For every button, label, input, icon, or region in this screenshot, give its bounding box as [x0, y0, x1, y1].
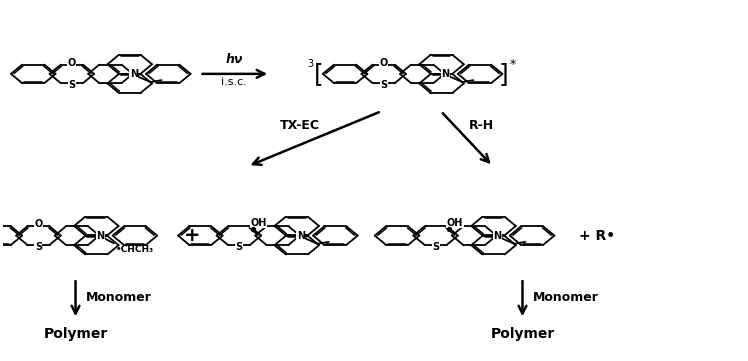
Text: hν: hν — [226, 53, 243, 66]
Text: 3: 3 — [307, 59, 313, 69]
Text: *: * — [509, 58, 515, 71]
Text: N: N — [494, 231, 502, 240]
Text: S: S — [68, 80, 76, 90]
Text: N: N — [297, 231, 305, 240]
Text: OH: OH — [447, 218, 463, 228]
Text: Polymer: Polymer — [43, 327, 108, 341]
Text: [: [ — [313, 62, 323, 86]
Text: N: N — [96, 231, 105, 240]
Text: OH: OH — [250, 218, 266, 228]
Text: O: O — [68, 58, 76, 68]
Text: S: S — [236, 242, 242, 252]
Text: Polymer: Polymer — [491, 327, 554, 341]
Text: O: O — [34, 219, 43, 229]
Text: •CHCH₃: •CHCH₃ — [115, 244, 153, 253]
Text: Monomer: Monomer — [86, 291, 152, 304]
Text: S: S — [380, 80, 387, 90]
Text: R-H: R-H — [469, 119, 494, 132]
Text: N: N — [129, 69, 138, 79]
Text: + R•: + R• — [579, 229, 615, 243]
Text: i.s.c.: i.s.c. — [221, 77, 248, 87]
Text: Monomer: Monomer — [533, 291, 598, 304]
Text: +: + — [184, 226, 200, 245]
Text: N: N — [441, 69, 450, 79]
Text: ]: ] — [499, 62, 509, 86]
Text: TX-EC: TX-EC — [280, 119, 319, 132]
Text: S: S — [35, 242, 42, 252]
Text: O: O — [379, 58, 387, 68]
Text: S: S — [432, 242, 439, 252]
